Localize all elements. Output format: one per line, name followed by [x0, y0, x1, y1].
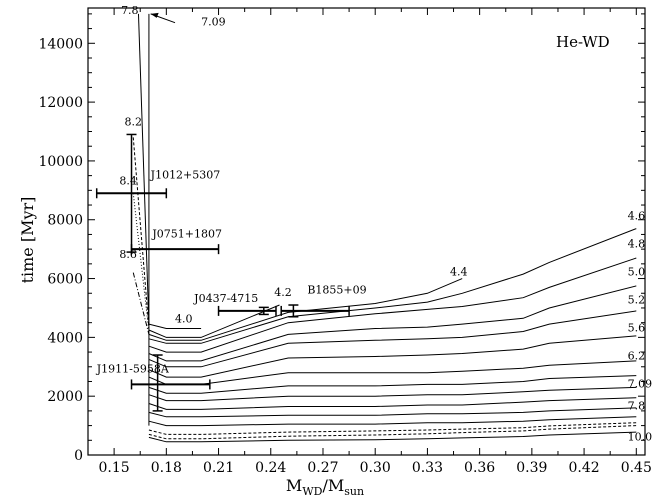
- isochrone-curve: [148, 431, 637, 443]
- x-tick-label: 0.42: [568, 460, 599, 476]
- curve-label: 7.8: [628, 399, 646, 412]
- curve-label: 4.2: [274, 286, 292, 299]
- isochrone-curve: [148, 425, 637, 440]
- annotation-label: 7.09: [201, 16, 226, 29]
- star-label: J1012+5307: [150, 169, 221, 182]
- arrow-head: [150, 12, 159, 18]
- star-label: B1855+09: [307, 283, 366, 296]
- x-tick-label: 0.27: [307, 460, 338, 476]
- x-tick-label: 0.39: [516, 460, 547, 476]
- y-tick-label: 6000: [47, 272, 83, 288]
- x-tick-label: 0.33: [412, 460, 443, 476]
- x-axis-title: MWD/Msun: [286, 476, 364, 498]
- y-tick-label: 0: [74, 448, 83, 464]
- curve-label: 5.0: [628, 266, 646, 279]
- x-tick-label: 0.15: [99, 460, 130, 476]
- y-tick-label: 2000: [47, 389, 83, 405]
- isochrone-curve: [148, 375, 637, 394]
- isochrone-curve: [148, 397, 637, 410]
- y-tick-label: 4000: [47, 330, 83, 346]
- x-axis: 0.15 0.18 0.21 0.24 0.27 0.30 0.33 0.36 0.39 0.42…: [99, 8, 652, 476]
- isochrone-curve: [148, 228, 637, 344]
- isochrone-curve: [148, 304, 280, 338]
- y-axis: 0 2000 4000 6000 8000 10000 12000 14000: [38, 13, 645, 464]
- isochrone-curve: [148, 257, 637, 353]
- isochrone-curve: [148, 416, 637, 427]
- isochrone-curve: [148, 323, 202, 329]
- curve-label: 4.6: [628, 210, 646, 223]
- star-label: J0437-4715: [193, 292, 258, 305]
- curve-label: 4.0: [175, 313, 193, 326]
- curve-label: 10.0: [628, 430, 653, 443]
- cooling-track-line: [132, 193, 150, 332]
- curve-label: 5.6: [628, 321, 646, 334]
- track-label: 8.2: [125, 116, 143, 129]
- x-tick-label: 0.21: [203, 460, 234, 476]
- x-tick-label: 0.36: [464, 460, 495, 476]
- isochrone-curve: [148, 386, 637, 402]
- star-label: J0751+1807: [151, 227, 222, 240]
- y-axis-title: time [Myr]: [18, 197, 37, 284]
- track-label: 7.8: [121, 4, 138, 17]
- isochrone-curve: [148, 278, 463, 341]
- y-tick-label: 8000: [47, 213, 83, 229]
- x-tick-label: 0.18: [151, 460, 182, 476]
- y-tick-label: 12000: [38, 95, 83, 111]
- isochrone-curve: [148, 407, 637, 418]
- track-label: 8.4: [119, 174, 137, 187]
- isochrone-curve: [148, 310, 637, 368]
- curve-label: 7.09: [628, 377, 653, 390]
- isochrone-curve: [148, 335, 637, 378]
- curve-label: 5.2: [628, 294, 646, 307]
- plot-area: 7.8 8.2 8.4 8.6 7.09 4.0 4.2 4.4 4.6 4.8 5.0 5.2 5.6…: [96, 4, 652, 443]
- cooling-track-line: [132, 137, 150, 329]
- curve-label: 4.8: [628, 238, 646, 251]
- x-tick-label: 0.45: [621, 460, 652, 476]
- cooling-track-line: [132, 272, 150, 335]
- x-tick-label: 0.24: [255, 460, 286, 476]
- track-label: 8.6: [119, 248, 137, 261]
- y-tick-label: 14000: [38, 36, 83, 52]
- he-wd-annotation: He-WD: [556, 33, 610, 51]
- curve-label: 4.4: [450, 266, 468, 279]
- y-tick-label: 10000: [38, 154, 83, 170]
- plot-frame: [87, 7, 646, 456]
- x-tick-label: 0.30: [360, 460, 391, 476]
- curve-label: 6.2: [628, 349, 646, 362]
- isochrone-curve: [148, 422, 637, 435]
- star-label: J1911-5958A: [96, 363, 170, 376]
- cooling-track-line: [137, 13, 150, 326]
- isochrone-curve: [148, 285, 637, 362]
